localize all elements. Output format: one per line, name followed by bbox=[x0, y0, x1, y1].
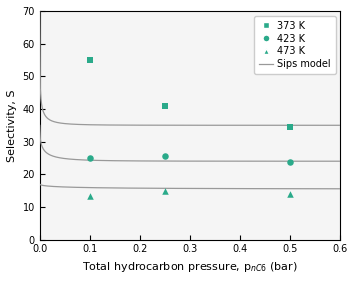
Point bbox=[288, 192, 293, 196]
Point bbox=[87, 193, 93, 198]
Y-axis label: Selectivity, S: Selectivity, S bbox=[7, 89, 17, 162]
Point bbox=[162, 189, 168, 194]
Point bbox=[87, 58, 93, 62]
Point bbox=[162, 154, 168, 158]
Legend: 373 K, 423 K, 473 K, Sips model: 373 K, 423 K, 473 K, Sips model bbox=[254, 16, 335, 74]
X-axis label: Total hydrocarbon pressure, p$_{nC6}$ (bar): Total hydrocarbon pressure, p$_{nC6}$ (b… bbox=[82, 260, 298, 274]
Point bbox=[162, 103, 168, 108]
Point bbox=[288, 160, 293, 164]
Point bbox=[288, 125, 293, 129]
Point bbox=[87, 156, 93, 160]
